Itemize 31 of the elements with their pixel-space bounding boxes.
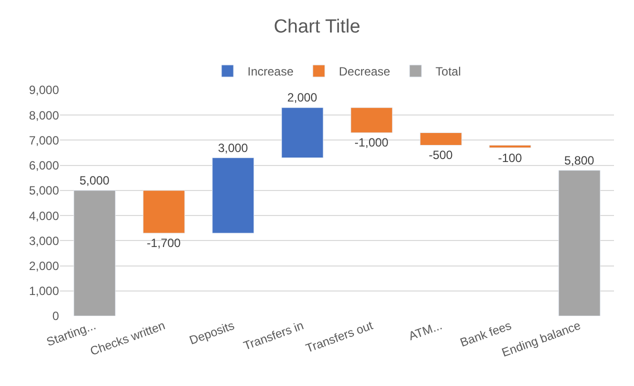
legend-label: Total [436,64,461,79]
bar [558,170,600,316]
bar [420,132,462,146]
y-tick-label: 5,000 [28,184,60,198]
bar [142,190,185,234]
bar [74,190,116,316]
data-label: -1,700 [146,236,182,250]
legend-label: Increase [248,64,294,79]
data-label: 2,000 [287,90,318,105]
data-label: 5,800 [564,153,595,168]
bar [350,107,393,133]
data-label: -100 [498,150,522,165]
y-tick-label: 2,000 [28,258,60,273]
data-label: 5,000 [79,173,110,188]
y-tick-label: 9,000 [28,83,60,98]
y-tick-label: 1,000 [28,284,60,298]
y-tick-label: 7,000 [28,133,60,148]
y-tick-label: 0 [52,309,60,324]
data-label: -1,000 [354,136,389,150]
y-tick-label: 6,000 [28,158,60,173]
y-tick-label: 3,000 [28,234,60,248]
chart-title: Chart Title [274,16,360,38]
legend-label: Decrease [338,64,391,79]
data-label: 3,000 [218,140,248,155]
data-label: -500 [428,148,454,162]
bar [212,158,254,234]
y-tick-label: 8,000 [28,108,60,122]
bar [281,107,324,158]
bar [489,144,532,148]
x-tick-label: ATM... [406,318,444,344]
y-tick-label: 4,000 [28,208,60,223]
